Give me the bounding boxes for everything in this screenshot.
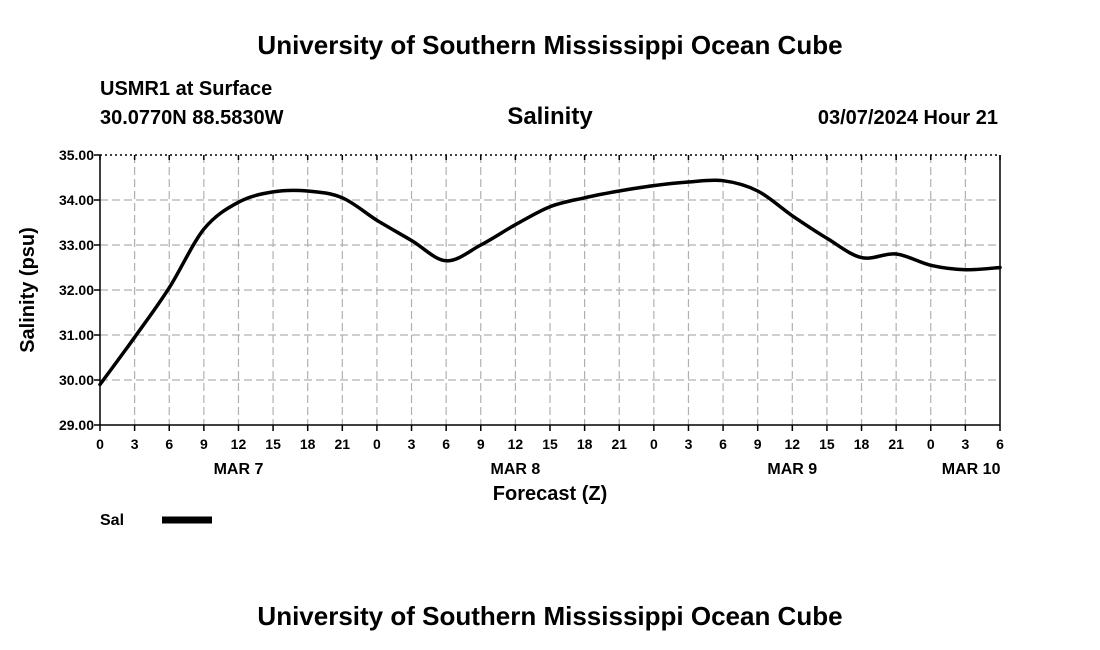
- y-tick-label: 32.00: [59, 282, 94, 298]
- series-layer: [98, 178, 1002, 387]
- x-tick-label: 0: [373, 436, 381, 452]
- y-tick-label: 30.00: [59, 372, 94, 388]
- coordinates-label: 30.0770N 88.5830W: [100, 107, 284, 129]
- date-label: MAR 10: [942, 461, 1001, 478]
- x-tick-label: 3: [408, 436, 416, 452]
- x-tick-label: 9: [754, 436, 762, 452]
- y-tick-label: 29.00: [59, 417, 94, 433]
- x-tick-label: 6: [996, 436, 1004, 452]
- grid: [100, 155, 1000, 425]
- y-tick-label: 34.00: [59, 192, 94, 208]
- x-tick-label: 3: [685, 436, 693, 452]
- x-tick-label: 15: [819, 436, 835, 452]
- x-tick-label: 21: [335, 436, 351, 452]
- x-tick-label: 15: [265, 436, 281, 452]
- y-tick-labels: 29.00 30.00 31.00 32.00 33.00 34.00 35.00: [59, 147, 94, 433]
- series-line-sal: [98, 178, 1002, 387]
- x-tick-label: 18: [300, 436, 316, 452]
- x-tick-label: 12: [231, 436, 247, 452]
- x-tick-label: 3: [131, 436, 139, 452]
- station-label: USMR1 at Surface: [100, 78, 272, 100]
- x-tick-label: 6: [165, 436, 173, 452]
- x-tick-label: 12: [785, 436, 801, 452]
- date-label: MAR 8: [490, 461, 540, 478]
- top-title: University of Southern Mississippi Ocean…: [257, 30, 842, 60]
- chart-title: Salinity: [507, 103, 593, 130]
- x-tick-label: 9: [200, 436, 208, 452]
- x-tick-label: 21: [888, 436, 904, 452]
- x-tick-label: 0: [96, 436, 104, 452]
- y-tick-label: 31.00: [59, 327, 94, 343]
- x-tick-label: 6: [442, 436, 450, 452]
- legend-label: Sal: [100, 512, 124, 529]
- date-label: MAR 7: [214, 461, 264, 478]
- x-tick-labels: 0 3 6 9 12 15 18 21 0 3 6 9 12 15 18 21 0 3 6 9 12 15 18 21 0 3 6: [96, 436, 1004, 452]
- x-tick-label: 0: [650, 436, 658, 452]
- date-label: MAR 9: [767, 461, 817, 478]
- x-axis-label: Forecast (Z): [493, 483, 607, 505]
- x-tick-label: 12: [508, 436, 524, 452]
- x-tick-label: 6: [719, 436, 727, 452]
- axes: [94, 154, 1001, 431]
- y-tick-label: 33.00: [59, 237, 94, 253]
- x-tick-label: 18: [577, 436, 593, 452]
- x-tick-label: 21: [611, 436, 627, 452]
- x-tick-label: 18: [854, 436, 870, 452]
- bottom-title: University of Southern Mississippi Ocean…: [257, 601, 842, 631]
- y-axis-label: Salinity (psu): [17, 227, 39, 353]
- x-tick-label: 15: [542, 436, 558, 452]
- timestamp-label: 03/07/2024 Hour 21: [818, 107, 998, 129]
- date-labels: MAR 7 MAR 8 MAR 9 MAR 10: [214, 461, 1001, 478]
- x-tick-label: 9: [477, 436, 485, 452]
- x-tick-label: 3: [961, 436, 969, 452]
- x-tick-label: 0: [927, 436, 935, 452]
- y-tick-label: 35.00: [59, 147, 94, 163]
